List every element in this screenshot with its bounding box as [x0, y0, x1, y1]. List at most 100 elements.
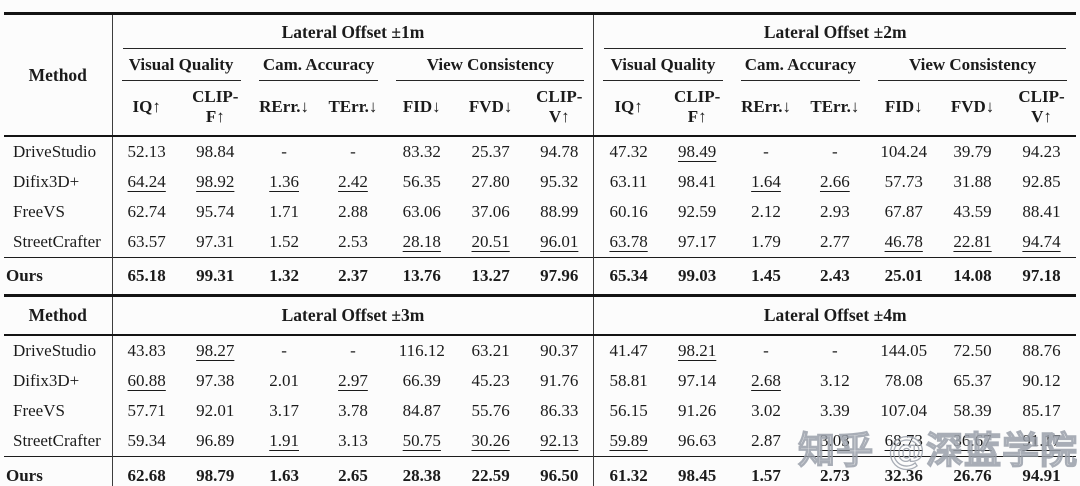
value-text: 3.12: [819, 370, 850, 390]
value-text: 96.89: [196, 430, 235, 450]
table-row: StreetCrafter 59.34 96.89 1.91 3.13 50.75 30.2…: [4, 425, 1076, 457]
value-text: 1.57: [751, 465, 781, 485]
results-table-offset-1m-2m: Method Lateral Offset ±1m Lateral Offset ±…: [4, 12, 1076, 298]
metric-header: RErr.↓: [731, 80, 801, 137]
value-text: 2.53: [338, 231, 368, 251]
metric-value: 39.79: [938, 136, 1007, 167]
metric-value: 46.78: [869, 227, 938, 258]
value-text: 2.12: [751, 201, 781, 221]
value-text: 97.31: [196, 231, 235, 251]
value-text: 94.23: [1022, 141, 1061, 161]
method-name: Ours: [4, 256, 112, 296]
value-text: 3.02: [751, 400, 781, 420]
metric-value: 97.31: [181, 227, 250, 258]
metric-header: FID↓: [869, 80, 939, 137]
metric-value: 55.76: [456, 396, 525, 426]
table-row: Difix3D+ 60.88 97.38 2.01 2.97 66.39 45.23 91.7…: [4, 365, 1076, 396]
metric-value: 1.32: [249, 256, 319, 296]
metric-header: CLIP-V↑: [1006, 80, 1076, 137]
metric-value: 144.05: [869, 335, 938, 366]
metric-value: 14.08: [938, 256, 1007, 296]
metric-value: 59.89: [593, 425, 663, 457]
value-text: 13.76: [402, 265, 441, 285]
metric-value: 2.37: [318, 256, 388, 296]
metric-value: 27.80: [456, 167, 525, 197]
metric-value: 60.88: [111, 365, 181, 396]
metric-value: 22.81: [938, 227, 1007, 258]
value-text: 1.63: [269, 465, 299, 485]
metric-value: 13.27: [456, 256, 526, 296]
group-title: Lateral Offset ±1m: [111, 13, 594, 49]
metric-value: 3.02: [732, 396, 801, 426]
metric-value: 2.93: [800, 197, 869, 227]
value-text: 3.78: [338, 400, 368, 420]
value-text: 1.91: [269, 430, 299, 450]
table-row: FreeVS 57.71 92.01 3.17 3.78 84.87 55.76 86.33 5…: [4, 395, 1076, 426]
metric-value: 98.45: [662, 455, 732, 486]
metric-value: -: [250, 335, 319, 366]
value-text: 56.35: [402, 171, 441, 191]
group-title-label: Lateral Offset ±1m: [122, 15, 584, 49]
group-title: Lateral Offset ±3m: [111, 297, 594, 336]
subgroup-title-label: View Consistency: [878, 49, 1067, 81]
value-text: 1.45: [751, 265, 781, 285]
metric-value: 91.26: [663, 396, 732, 426]
value-text: 65.34: [609, 265, 648, 285]
value-text: 96.63: [678, 430, 717, 450]
value-text: 55.76: [471, 400, 510, 420]
value-text: 2.77: [819, 231, 850, 251]
value-text: 22.59: [471, 465, 510, 485]
metric-value: 56.35: [387, 167, 456, 197]
value-text: 22.81: [953, 231, 992, 251]
value-text: 104.24: [880, 141, 928, 161]
metric-value: 72.50: [938, 335, 1007, 366]
value-text: 20.51: [471, 231, 510, 251]
value-text: 13.27: [471, 265, 510, 285]
metric-value: 43.59: [938, 197, 1007, 227]
value-text: 66.39: [402, 370, 441, 390]
metric-value: 2.73: [800, 455, 870, 486]
value-text: 94.91: [1022, 465, 1061, 485]
value-text: 57.71: [127, 400, 166, 420]
value-text: 3.39: [819, 400, 850, 420]
method-name: FreeVS: [13, 400, 65, 420]
value-text: -: [832, 141, 838, 161]
metric-value: 2.87: [732, 426, 801, 457]
value-text: -: [763, 141, 769, 161]
metric-value: 94.78: [525, 136, 594, 167]
metric-value: 92.85: [1007, 167, 1076, 197]
metric-value: 57.73: [869, 167, 938, 197]
metric-value: 3.17: [250, 396, 319, 426]
value-text: 56.15: [609, 400, 648, 420]
value-text: 98.84: [196, 141, 235, 161]
value-text: 2.66: [819, 171, 850, 191]
metric-value: 92.13: [525, 426, 594, 457]
metric-value: 65.18: [111, 256, 181, 296]
metric-value: 99.31: [180, 256, 250, 296]
metric-value: 63.57: [111, 226, 181, 258]
value-text: 88.41: [1022, 201, 1061, 221]
metric-value: 67.87: [869, 197, 938, 227]
value-text: 96.50: [540, 465, 579, 485]
value-text: 72.50: [953, 340, 992, 360]
metric-value: 97.18: [1006, 256, 1076, 296]
value-text: 96.01: [540, 231, 579, 251]
value-text: 27.80: [471, 171, 510, 191]
metric-header: FVD↓: [938, 80, 1007, 137]
value-text: 61.32: [609, 465, 648, 485]
value-text: 67.87: [884, 201, 923, 221]
metric-header: TErr.↓: [318, 80, 388, 137]
value-text: 2.68: [751, 370, 781, 390]
value-text: 91.17: [1022, 430, 1061, 450]
metric-value: 58.39: [938, 396, 1007, 426]
method-name: FreeVS: [13, 201, 65, 221]
metric-value: 41.47: [593, 334, 663, 366]
metric-value: 86.33: [525, 396, 594, 426]
metric-value: 97.17: [663, 227, 732, 258]
column-header-method: Method: [4, 297, 112, 336]
metric-value: 66.39: [387, 366, 456, 396]
metric-value: 3.13: [319, 426, 388, 457]
value-text: 97.18: [1022, 265, 1061, 285]
metric-value: 98.79: [180, 455, 250, 486]
metric-value: 47.32: [593, 135, 663, 167]
